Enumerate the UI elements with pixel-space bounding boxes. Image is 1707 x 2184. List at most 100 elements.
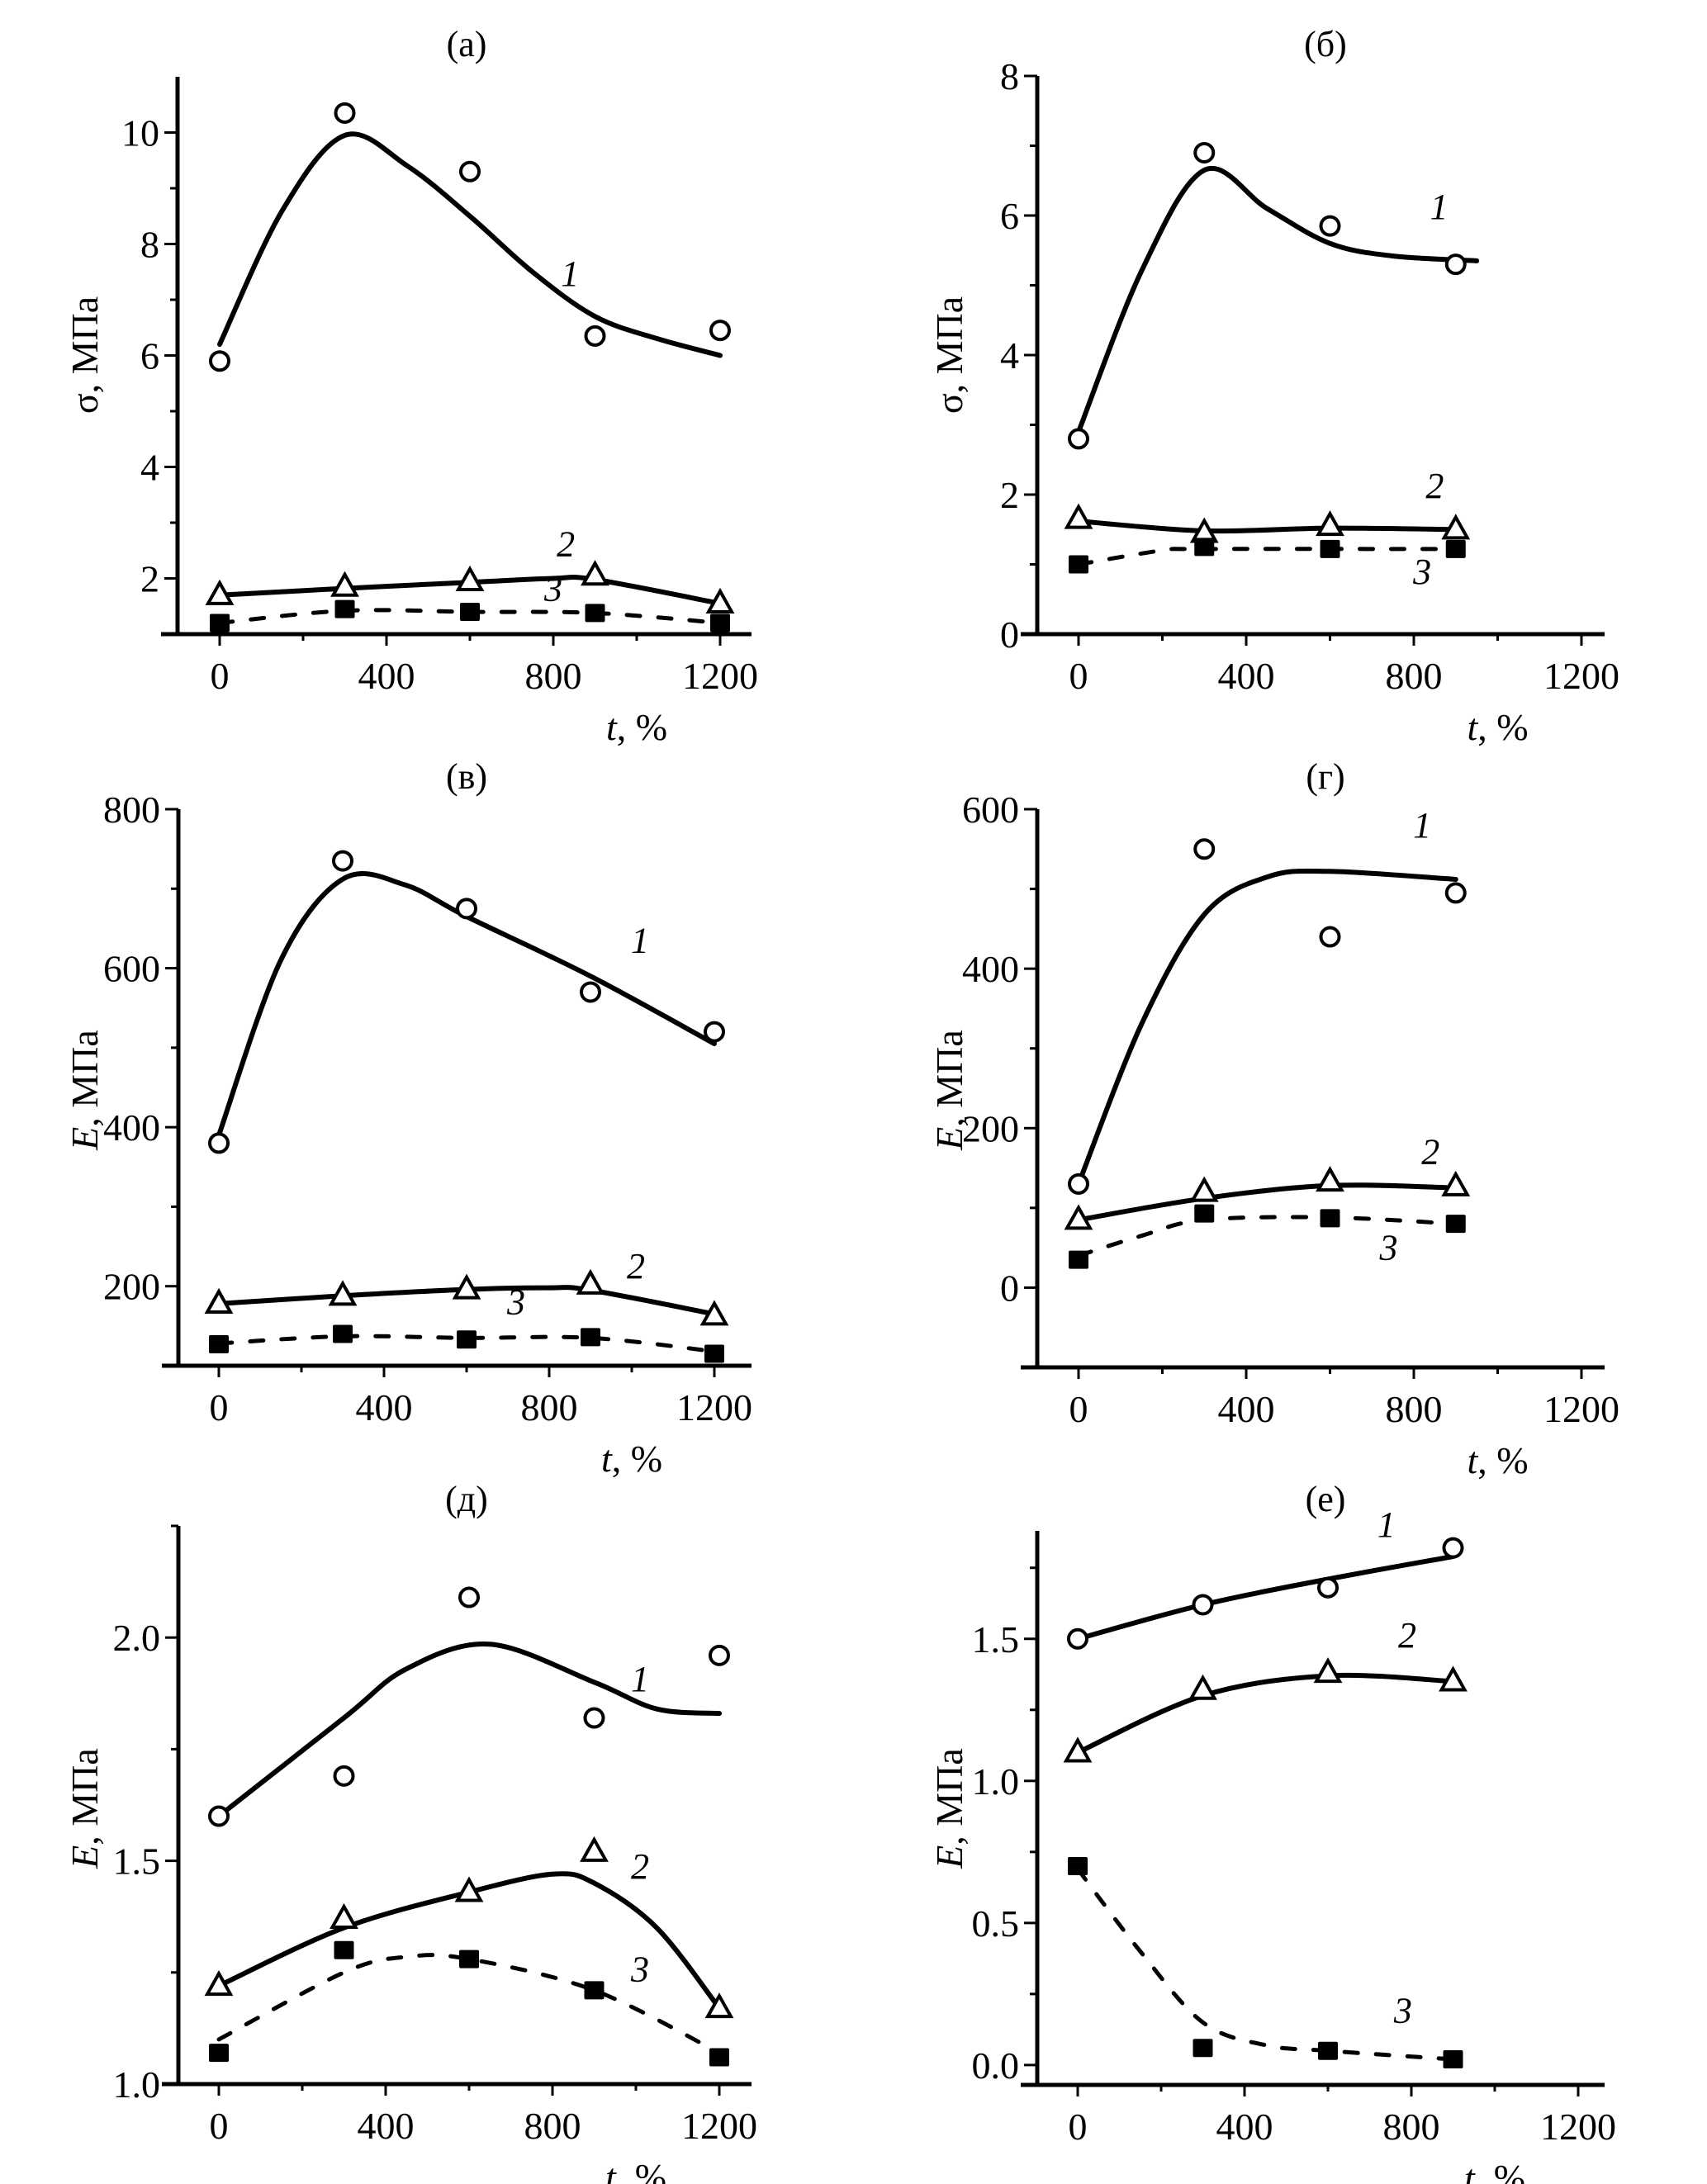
panel-b: (б) 0 2 4 6 8 0 400 800 1200 t, % σ, МПа 1 2 3 xyxy=(928,24,1619,748)
data-point-square xyxy=(584,1981,605,2000)
series-3: 3 xyxy=(209,1940,729,2067)
data-point-circle xyxy=(1444,253,1467,276)
data-point-square xyxy=(209,2044,229,2063)
data-point-square xyxy=(709,2048,729,2067)
x-tick-label: 800 xyxy=(525,655,582,697)
series-3: 3 xyxy=(210,569,730,632)
series-3: 3 xyxy=(1068,1857,1463,2069)
data-point-triangle xyxy=(699,1300,729,1326)
data-point-square xyxy=(459,1949,479,1968)
fit-line-2 xyxy=(217,575,723,606)
y-tick-label: 0.0 xyxy=(972,2044,1020,2087)
fit-line-1 xyxy=(216,871,717,1138)
fit-line-2 xyxy=(216,1871,722,2011)
fit-line-3 xyxy=(1076,1215,1458,1258)
x-axis-label: t, % xyxy=(605,2156,666,2184)
x-tick-label: 1200 xyxy=(682,655,758,697)
curve-label-3: 3 xyxy=(543,569,562,609)
y-axis-unit: , МПа xyxy=(64,1030,106,1127)
y-tick-label: 4 xyxy=(140,447,159,489)
curve-label-1: 1 xyxy=(1430,187,1448,227)
curve-label-1: 1 xyxy=(1413,805,1431,846)
panel-c: (в) 200 400 600 800 0 400 800 1200 t, % E, МПа 1 2 3 xyxy=(64,756,752,1480)
panel-d: (г) 0 200 400 600 0 400 800 1200 t, % E, МПа 1 2 3 xyxy=(928,756,1619,1481)
panel-title: (в) xyxy=(446,756,487,797)
x-axis-label: t, % xyxy=(601,1438,662,1480)
data-point-square xyxy=(1443,2050,1463,2069)
y-axis-variable: E xyxy=(64,1845,106,1869)
x-tick-label: 400 xyxy=(358,2105,415,2147)
data-point-triangle xyxy=(1064,1204,1093,1230)
data-point-triangle xyxy=(204,1970,234,1997)
x-tick-label: 800 xyxy=(1383,2106,1440,2148)
curve-label-3: 3 xyxy=(1412,552,1431,592)
fit-line-2 xyxy=(216,1285,717,1317)
x-axis-variable: t xyxy=(601,1438,613,1480)
y-axis-variable: E xyxy=(928,1845,970,1869)
data-point-circle xyxy=(208,1805,230,1827)
curve-label-3: 3 xyxy=(630,1949,649,1990)
data-point-triangle xyxy=(330,571,359,597)
data-point-square xyxy=(334,1940,354,1959)
curve-label-2: 2 xyxy=(1421,1132,1439,1173)
data-point-triangle xyxy=(328,1280,358,1306)
y-tick-label: 600 xyxy=(103,948,160,990)
data-point-square xyxy=(585,604,605,623)
series-2: 2 xyxy=(204,1836,734,2019)
y-tick-label: 6 xyxy=(140,335,159,377)
data-point-triangle xyxy=(704,1992,734,2019)
curve-label-1: 1 xyxy=(1377,1504,1396,1545)
y-tick-label: 200 xyxy=(962,1107,1019,1149)
x-axis-unit: , % xyxy=(617,706,667,748)
data-point-circle xyxy=(209,350,230,372)
data-point-circle xyxy=(1192,1594,1214,1616)
data-point-circle xyxy=(1317,1576,1339,1599)
data-point-square xyxy=(1194,538,1215,557)
y-axis-variable: E xyxy=(64,1127,106,1151)
series-3: 3 xyxy=(209,1282,724,1363)
curve-label-1: 1 xyxy=(631,1659,649,1699)
data-point-triangle xyxy=(455,565,485,591)
data-point-circle xyxy=(580,981,601,1003)
x-tick-label: 1200 xyxy=(681,2105,757,2147)
y-tick-label: 1.0 xyxy=(113,2063,161,2106)
x-axis-label: t, % xyxy=(1467,1439,1528,1481)
data-point-triangle xyxy=(576,1268,605,1295)
series-1: 1 xyxy=(208,1586,730,1827)
y-tick-label: 400 xyxy=(962,948,1019,990)
y-axis-unit: , МПа xyxy=(928,296,970,394)
data-point-circle xyxy=(709,1644,730,1666)
data-point-triangle xyxy=(1063,1736,1093,1763)
series-2: 2 xyxy=(1063,1615,1468,1763)
y-axis-variable: σ xyxy=(928,393,970,414)
x-axis-unit: , % xyxy=(1475,2157,1525,2184)
x-axis-unit: , % xyxy=(616,2156,666,2184)
fit-line-3 xyxy=(216,1953,722,2055)
data-point-circle xyxy=(333,1765,355,1787)
y-axis-unit: , МПа xyxy=(928,1748,970,1845)
fit-line-3 xyxy=(1076,547,1458,566)
fit-line-1 xyxy=(1076,165,1480,434)
data-point-circle xyxy=(1319,926,1341,948)
series-1: 1 xyxy=(1068,141,1480,450)
series-1: 1 xyxy=(209,102,731,372)
data-point-circle xyxy=(1193,838,1216,860)
data-point-square xyxy=(1445,539,1466,558)
series-1: 1 xyxy=(1068,805,1467,1195)
series-2: 2 xyxy=(1064,1132,1471,1230)
y-tick-label: 2 xyxy=(1000,474,1019,516)
x-tick-label: 0 xyxy=(1069,1388,1088,1430)
data-point-circle xyxy=(334,102,356,124)
data-point-square xyxy=(457,1330,477,1349)
data-point-square xyxy=(1193,2039,1213,2058)
x-tick-label: 1200 xyxy=(1543,1388,1619,1430)
y-tick-label: 400 xyxy=(103,1106,160,1149)
data-point-square xyxy=(333,1324,353,1343)
data-point-triangle xyxy=(330,1902,358,1929)
x-tick-label: 400 xyxy=(356,1386,413,1428)
y-axis-label: σ, МПа xyxy=(64,296,106,414)
y-axis-variable: E xyxy=(928,1127,970,1151)
x-axis-variable: t xyxy=(606,706,618,748)
